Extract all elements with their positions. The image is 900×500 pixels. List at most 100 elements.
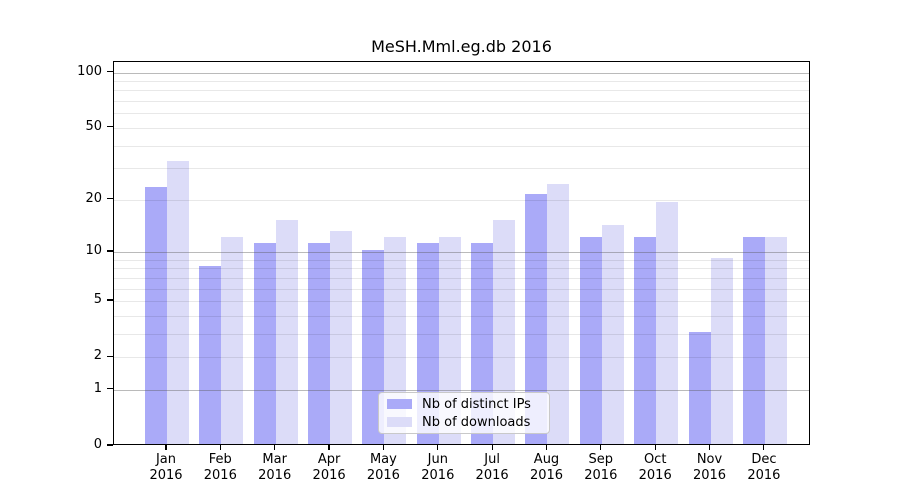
- x-tick-label-mar: Mar 2016: [247, 452, 303, 484]
- bar-distinct-ips-nov: [688, 331, 711, 444]
- gridline-minor: [114, 259, 809, 261]
- x-tick: [491, 445, 493, 450]
- gridline-minor: [114, 101, 809, 103]
- x-tick: [382, 445, 384, 450]
- x-tick-month: Mar: [262, 452, 287, 467]
- y-tick-label: 50: [85, 118, 102, 134]
- x-tick-month: Apr: [317, 452, 341, 467]
- bar-distinct-ips-feb: [199, 266, 222, 444]
- bar-downloads-feb: [221, 236, 244, 444]
- x-tick-year: 2016: [747, 468, 781, 483]
- gridline-minor: [114, 168, 809, 170]
- legend-entry-downloads: Nb of downloads: [387, 415, 541, 430]
- x-tick-label-apr: Apr 2016: [301, 452, 357, 484]
- bar-downloads-jul: [493, 219, 516, 444]
- y-tick: [107, 71, 113, 73]
- x-tick-month: Jul: [484, 452, 500, 467]
- y-tick: [107, 250, 113, 252]
- x-tick-label-nov: Nov 2016: [682, 452, 738, 484]
- gridline-minor: [114, 199, 809, 201]
- x-tick: [165, 445, 167, 450]
- y-tick-label: 1: [93, 380, 102, 396]
- x-tick-label-oct: Oct 2016: [627, 452, 683, 484]
- bar-downloads-sep: [601, 224, 624, 444]
- y-tick-label: 20: [85, 190, 102, 206]
- gridline-minor: [114, 113, 809, 115]
- bar-distinct-ips-oct: [634, 236, 657, 444]
- x-tick-month: Feb: [208, 452, 232, 467]
- bar-distinct-ips-apr: [308, 242, 331, 444]
- x-tick-label-jul: Jul 2016: [464, 452, 520, 484]
- legend-label-downloads: Nb of downloads: [422, 414, 531, 430]
- x-tick-label-feb: Feb 2016: [192, 452, 248, 484]
- gridline-minor: [114, 145, 809, 147]
- y-tick-label: 2: [93, 348, 102, 364]
- bar-distinct-ips-mar: [253, 242, 276, 444]
- x-tick-label-aug: Aug 2016: [519, 452, 575, 484]
- y-tick: [107, 388, 113, 390]
- bar-distinct-ips-jan: [145, 186, 167, 444]
- x-tick-month: Sep: [588, 452, 614, 467]
- x-tick-label-jan: Jan 2016: [138, 452, 194, 484]
- legend: Nb of distinct IPs Nb of downloads: [378, 392, 550, 434]
- y-tick-label: 5: [93, 292, 102, 307]
- bar-downloads-apr: [330, 230, 353, 444]
- legend-entry-distinct-ips: Nb of distinct IPs: [387, 397, 541, 412]
- legend-swatch-downloads: [387, 417, 412, 427]
- x-tick-year: 2016: [312, 468, 346, 483]
- x-tick-year: 2016: [366, 468, 400, 483]
- x-tick: [763, 445, 765, 450]
- x-tick-year: 2016: [203, 468, 237, 483]
- bar-downloads-jan: [167, 161, 189, 444]
- y-tick: [107, 355, 113, 357]
- y-tick-label: 100: [77, 63, 102, 79]
- x-tick-month: Nov: [696, 452, 723, 467]
- y-tick: [107, 198, 113, 200]
- x-tick-month: Dec: [751, 452, 777, 467]
- legend-swatch-distinct-ips: [387, 399, 412, 409]
- x-tick: [219, 445, 221, 450]
- y-tick: [107, 444, 113, 446]
- x-tick-year: 2016: [529, 468, 564, 483]
- bar-downloads-oct: [656, 201, 679, 444]
- x-tick-year: 2016: [149, 468, 183, 483]
- x-tick: [708, 445, 711, 450]
- gridline-major: [114, 252, 809, 253]
- x-tick-year: 2016: [584, 468, 618, 483]
- x-tick-month: May: [369, 452, 397, 467]
- x-tick-label-may: May 2016: [355, 452, 411, 484]
- x-tick-label-jun: Jun 2016: [410, 452, 466, 484]
- bar-distinct-ips-dec: [742, 236, 765, 444]
- gridline-major: [114, 72, 809, 74]
- x-tick: [437, 445, 439, 450]
- x-tick-month: Jan: [155, 452, 177, 467]
- bar-downloads-nov: [710, 257, 733, 444]
- legend-label-distinct-ips: Nb of distinct IPs: [422, 396, 531, 412]
- bar-distinct-ips-aug: [525, 193, 548, 444]
- x-tick: [654, 445, 656, 450]
- x-tick-year: 2016: [475, 468, 509, 483]
- x-tick-month: Jun: [427, 452, 448, 467]
- x-tick: [274, 445, 276, 450]
- gridline-minor: [114, 81, 809, 82]
- bar-distinct-ips-sep: [579, 236, 602, 444]
- y-tick: [107, 126, 113, 128]
- x-tick: [600, 445, 602, 450]
- x-tick-label-sep: Sep 2016: [573, 452, 629, 484]
- y-tick-label: 0: [93, 437, 102, 452]
- x-tick-year: 2016: [258, 468, 292, 483]
- bar-downloads-dec: [764, 236, 787, 444]
- bar-downloads-mar: [275, 219, 298, 444]
- x-tick-month: Oct: [643, 452, 667, 467]
- x-tick-year: 2016: [421, 468, 455, 483]
- y-tick-label: 10: [85, 243, 102, 258]
- x-tick: [545, 445, 548, 450]
- plot-area: [113, 61, 810, 445]
- x-tick-year: 2016: [692, 468, 727, 483]
- y-tick: [107, 299, 113, 301]
- bar-downloads-aug: [547, 183, 570, 444]
- x-tick-year: 2016: [638, 468, 672, 483]
- x-tick: [328, 445, 330, 450]
- gridline-minor: [114, 90, 809, 92]
